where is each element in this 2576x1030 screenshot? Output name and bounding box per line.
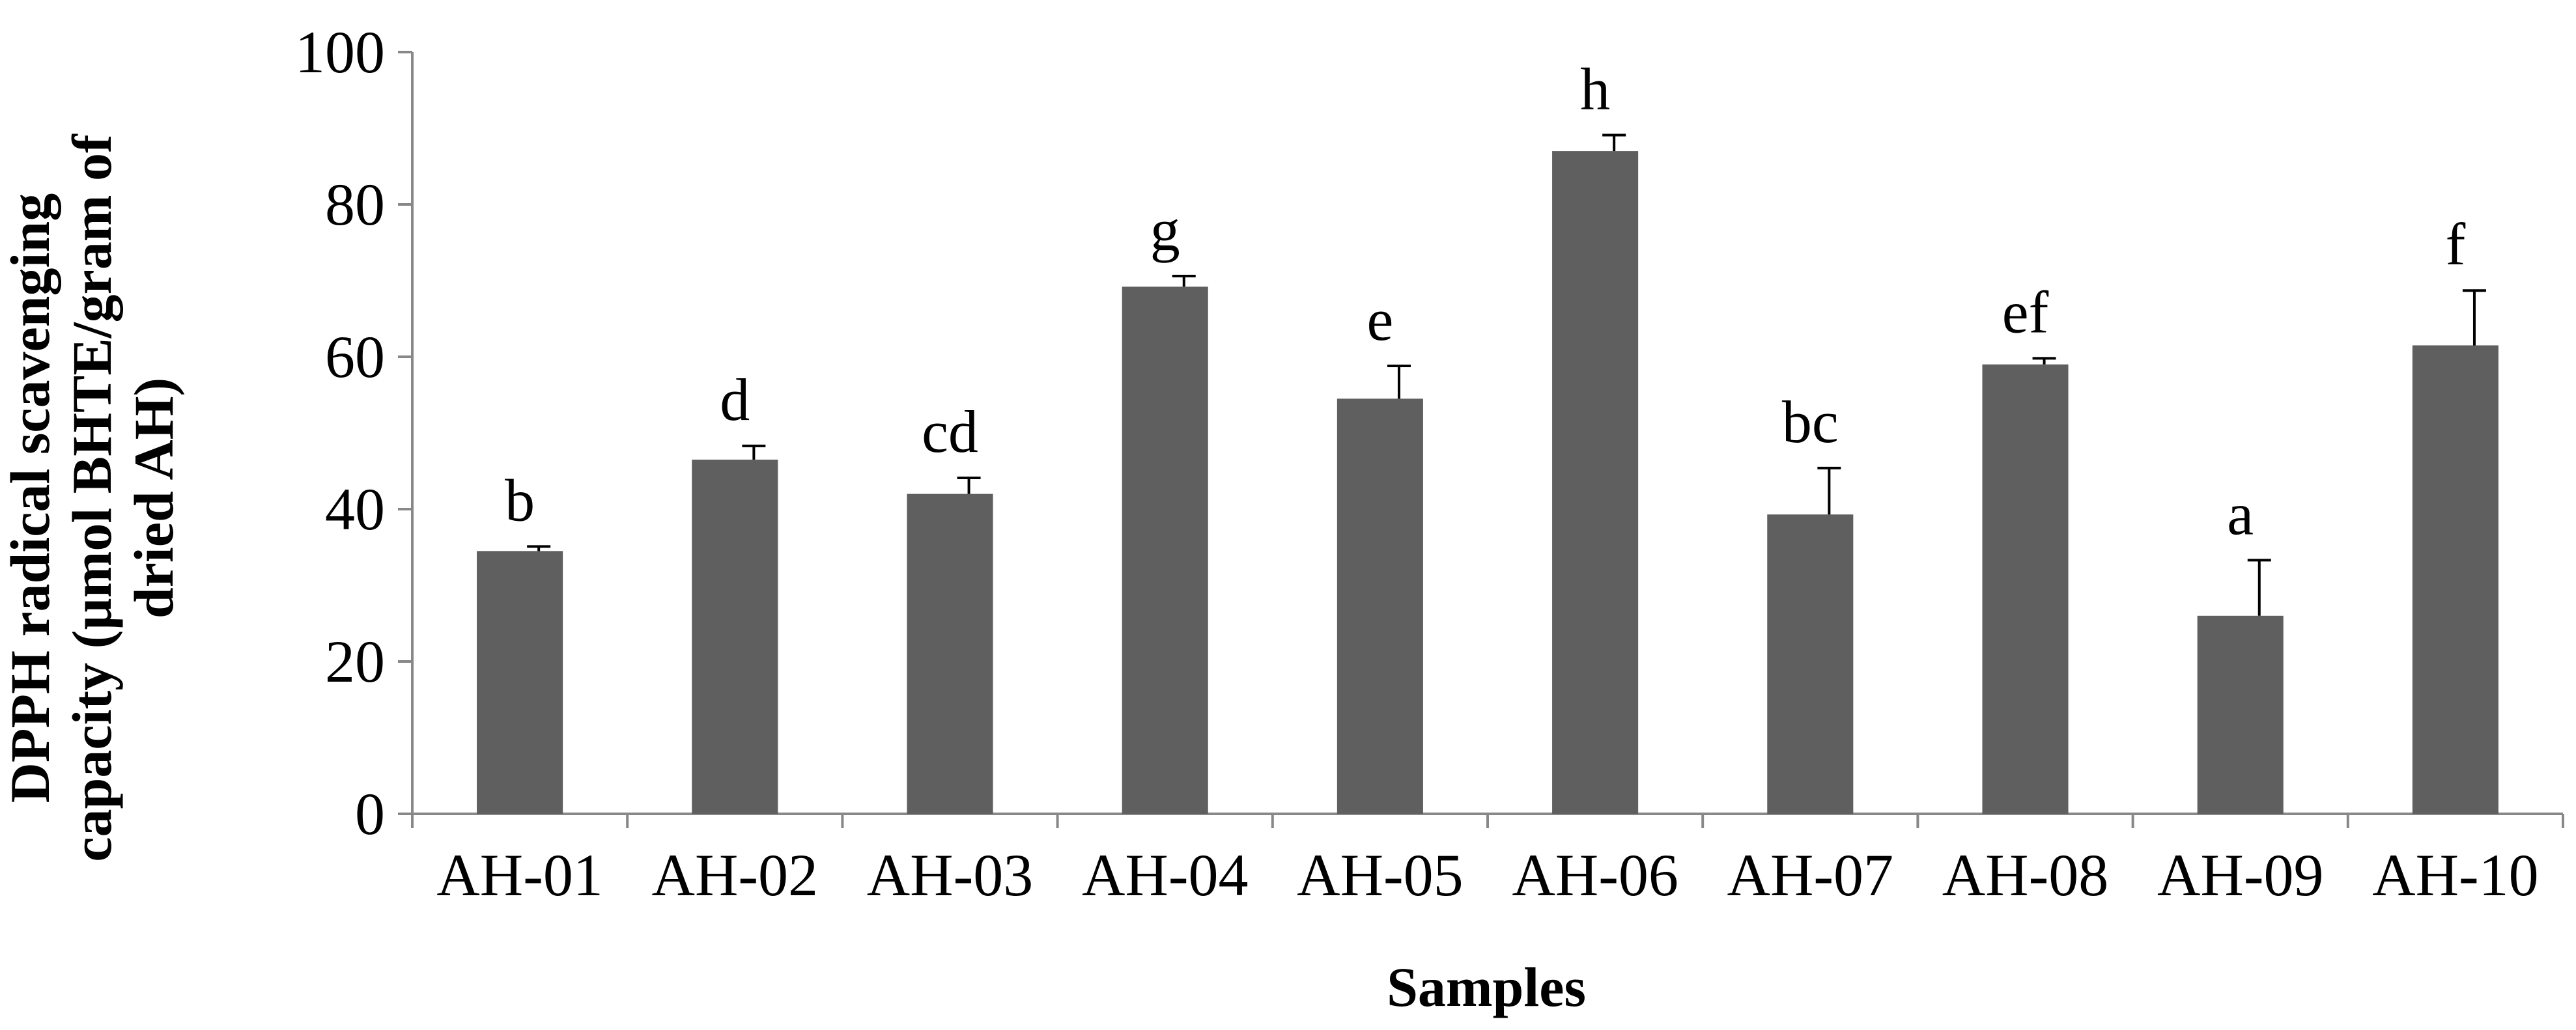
significance-label-AH-02: d — [720, 367, 750, 433]
significance-label-AH-04: g — [1150, 197, 1180, 263]
x-tick-label-AH-07: AH-07 — [1727, 842, 1894, 908]
y-axis-title: DPPH radical scavenging capacity (µmol B… — [0, 133, 185, 862]
x-tick-label-AH-06: AH-06 — [1512, 842, 1678, 908]
significance-label-AH-09: a — [2227, 480, 2254, 547]
bar-AH-05 — [1337, 398, 1423, 814]
y-axis-title-line-2: capacity (µmol BHTE/gram of — [61, 133, 123, 862]
x-tick-label-AH-02: AH-02 — [652, 842, 819, 908]
y-tick-label-5: 100 — [295, 19, 385, 85]
significance-label-AH-08: ef — [2002, 279, 2049, 345]
bar-AH-08 — [1982, 364, 2069, 814]
x-tick-label-AH-05: AH-05 — [1297, 842, 1464, 908]
y-tick-label-0: 0 — [355, 781, 385, 847]
x-tick-label-AH-08: AH-08 — [1942, 842, 2109, 908]
plot-area: 0 20 40 60 80 100 b AH-01 d AH-02 cd AH-03 g AH-04 e AH… — [295, 19, 2564, 908]
x-axis-title: Samples — [1387, 956, 1586, 1018]
significance-label-AH-07: bc — [1782, 389, 1839, 455]
bar-AH-02 — [692, 459, 778, 814]
significance-label-AH-05: e — [1366, 286, 1393, 353]
x-tick-label-AH-09: AH-09 — [2157, 842, 2324, 908]
y-tick-label-1: 20 — [325, 628, 385, 695]
significance-label-AH-01: b — [505, 467, 535, 533]
y-axis-title-line-3: dried AH) — [122, 378, 185, 619]
significance-label-AH-10: f — [2446, 211, 2466, 277]
y-tick-label-3: 60 — [325, 324, 385, 390]
bar-AH-04 — [1122, 286, 1208, 814]
x-tick-label-AH-01: AH-01 — [436, 842, 603, 908]
bar-AH-09 — [2197, 615, 2284, 814]
bar-AH-10 — [2412, 345, 2498, 814]
y-tick-label-4: 80 — [325, 171, 385, 238]
x-tick-label-AH-03: AH-03 — [867, 842, 1034, 908]
significance-label-AH-03: cd — [922, 398, 978, 465]
significance-label-AH-06: h — [1580, 56, 1610, 122]
y-axis-title-line-1: DPPH radical scavenging — [0, 193, 61, 803]
x-tick-label-AH-10: AH-10 — [2372, 842, 2539, 908]
bar-AH-03 — [907, 494, 993, 814]
bar-AH-01 — [477, 551, 563, 814]
x-tick-label-AH-04: AH-04 — [1082, 842, 1249, 908]
bar-AH-06 — [1552, 151, 1639, 814]
bar-AH-07 — [1767, 514, 1854, 814]
y-tick-label-2: 40 — [325, 476, 385, 542]
